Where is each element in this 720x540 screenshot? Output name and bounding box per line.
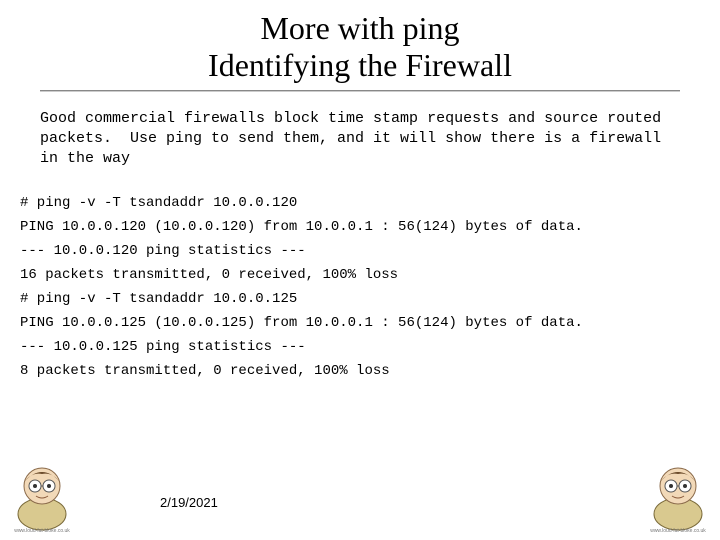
title-line-1: More with ping: [260, 10, 459, 46]
terminal-line: 16 packets transmitted, 0 received, 100%…: [20, 263, 700, 287]
footer-date: 2/19/2021: [160, 495, 218, 510]
slide-title: More with ping Identifying the Firewall: [0, 0, 720, 84]
terminal-line: --- 10.0.0.120 ping statistics ---: [20, 239, 700, 263]
terminal-line: --- 10.0.0.125 ping statistics ---: [20, 335, 700, 359]
terminal-line: # ping -v -T tsandaddr 10.0.0.120: [20, 191, 700, 215]
cartoon-caption-left: www.loud-fat-bloke.co.uk: [6, 528, 78, 534]
cartoon-image-left: www.loud-fat-bloke.co.uk: [6, 452, 78, 534]
terminal-line: 8 packets transmitted, 0 received, 100% …: [20, 359, 700, 383]
terminal-line: PING 10.0.0.120 (10.0.0.120) from 10.0.0…: [20, 215, 700, 239]
cartoon-image-right: www.loud-fat-bloke.co.uk: [642, 452, 714, 534]
terminal-line: PING 10.0.0.125 (10.0.0.125) from 10.0.0…: [20, 311, 700, 335]
cartoon-caption-right: www.loud-fat-bloke.co.uk: [642, 528, 714, 534]
terminal-line: # ping -v -T tsandaddr 10.0.0.125: [20, 287, 700, 311]
title-line-2: Identifying the Firewall: [208, 47, 512, 83]
body-paragraph: Good commercial firewalls block time sta…: [0, 91, 720, 170]
terminal-output: # ping -v -T tsandaddr 10.0.0.120 PING 1…: [0, 191, 720, 383]
